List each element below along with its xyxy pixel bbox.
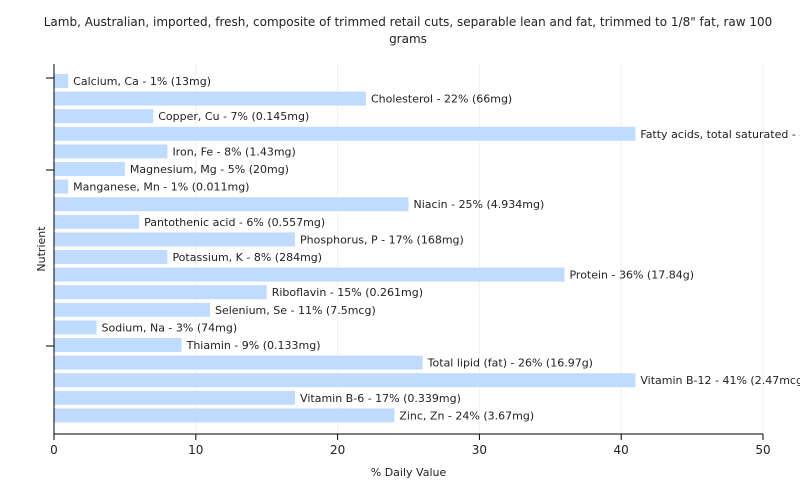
bar [54, 267, 565, 282]
bar-layer: Calcium, Ca - 1% (13mg) Cholesterol - 22%… [54, 74, 800, 423]
bar-label: Potassium, K - 8% (284mg) [172, 251, 322, 264]
bar [54, 320, 97, 335]
chart-title: Lamb, Australian, imported, fresh, compo… [43, 15, 773, 46]
bar-label: Niacin - 25% (4.934mg) [414, 198, 545, 211]
bar [54, 214, 140, 229]
bar [54, 162, 125, 176]
x-tick-label: 10 [188, 443, 203, 457]
bar [54, 355, 423, 370]
bar-label: Iron, Fe - 8% (1.43mg) [172, 145, 295, 158]
x-tick-label: 40 [614, 443, 629, 457]
bar-label: Total lipid (fat) - 26% (16.97g) [427, 357, 593, 370]
x-tick-label: 50 [755, 443, 770, 457]
bar [54, 390, 296, 405]
bar-label: Copper, Cu - 7% (0.145mg) [158, 110, 309, 123]
bar-label: Calcium, Ca - 1% (13mg) [73, 75, 211, 88]
bar-label: Selenium, Se - 11% (7.5mcg) [215, 304, 376, 317]
bar [54, 250, 168, 264]
bar-label: Sodium, Na - 3% (74mg) [102, 321, 238, 334]
bar [54, 302, 210, 317]
plot-area [54, 64, 763, 434]
bar [54, 126, 636, 141]
bar-label: Thiamin - 9% (0.133mg) [186, 339, 321, 352]
bar-label: Manganese, Mn - 1% (0.011mg) [73, 181, 249, 194]
bar [54, 408, 395, 423]
bar-label: Riboflavin - 15% (0.261mg) [272, 286, 423, 299]
bar-label: Protein - 36% (17.84g) [569, 269, 694, 282]
bar-label: Zinc, Zn - 24% (3.67mg) [399, 409, 534, 422]
bar-label: Cholesterol - 22% (66mg) [371, 93, 512, 106]
bar [54, 74, 69, 88]
bar [54, 285, 267, 300]
x-tick-label: 20 [330, 443, 345, 457]
bar-label: Pantothenic acid - 6% (0.557mg) [144, 216, 325, 229]
x-tick-label: 0 [50, 443, 58, 457]
bar [54, 91, 366, 106]
bar-label: Vitamin B-6 - 17% (0.339mg) [300, 392, 461, 405]
bar [54, 373, 636, 388]
grid-layer [54, 64, 764, 434]
bar [54, 197, 409, 212]
bar [54, 109, 154, 124]
bar [54, 338, 182, 352]
x-axis-title: % Daily Value [371, 466, 447, 479]
bar-label: Magnesium, Mg - 5% (20mg) [130, 163, 289, 176]
bar [54, 179, 69, 194]
bar-label: Fatty acids, total saturated - 41% (8.18… [640, 128, 800, 141]
bar-label: Phosphorus, P - 17% (168mg) [300, 233, 464, 246]
bar [54, 232, 296, 247]
bar-label: Vitamin B-12 - 41% (2.47mcg) [640, 374, 800, 387]
bar [54, 144, 168, 159]
axis-layer: 0 10 20 30 40 50 [46, 64, 771, 457]
x-tick-label: 30 [472, 443, 487, 457]
y-axis-title: Nutrient [35, 226, 48, 272]
